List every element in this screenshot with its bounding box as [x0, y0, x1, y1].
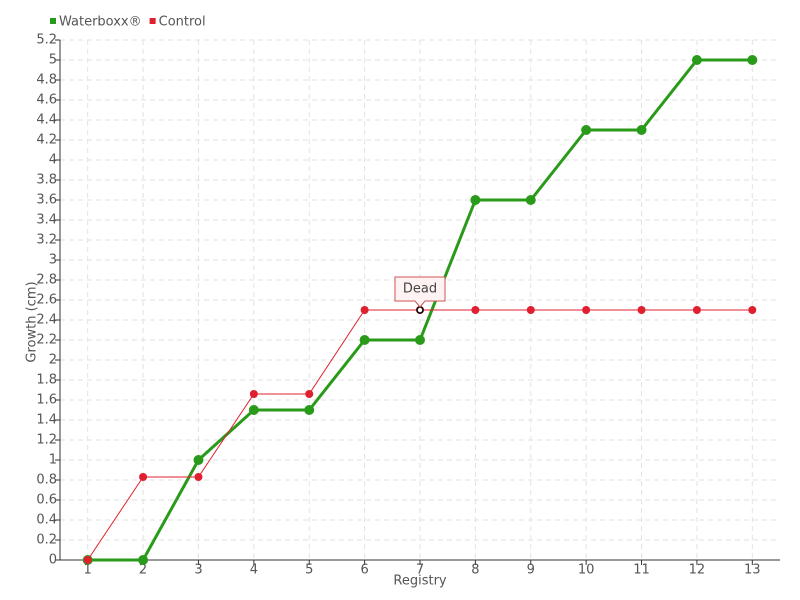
- y-tick-label: 0.2: [36, 533, 57, 548]
- y-tick-label: 2.6: [36, 293, 57, 308]
- y-tick-label: 4.6: [36, 93, 57, 108]
- y-tick-label: 3.2: [36, 233, 57, 248]
- data-point: [360, 306, 369, 314]
- legend-label: Waterboxx®: [59, 15, 142, 30]
- data-point: [692, 306, 701, 314]
- x-tick-label: 2: [139, 563, 147, 578]
- y-tick-label: 2.2: [36, 333, 57, 348]
- y-tick-label: 1.6: [36, 393, 57, 408]
- x-tick-label: 12: [689, 563, 706, 578]
- data-point: [138, 555, 149, 565]
- y-tick-label: 1.2: [36, 433, 57, 448]
- x-tick-label: 5: [305, 563, 313, 578]
- data-point: [747, 55, 758, 65]
- data-point: [305, 390, 314, 398]
- annotation-point: [416, 306, 424, 314]
- y-tick-label: 3.6: [36, 193, 57, 208]
- x-tick-label: 6: [360, 563, 368, 578]
- data-point: [249, 390, 258, 398]
- x-axis-label: Registry: [393, 574, 447, 589]
- annotation-text: Dead: [403, 282, 437, 297]
- y-tick-label: 2.4: [36, 313, 57, 328]
- data-point: [415, 335, 425, 345]
- y-tick-label: 3.8: [36, 173, 57, 188]
- x-tick-label: 1: [84, 563, 92, 578]
- legend-swatch: [50, 18, 56, 24]
- data-point: [637, 306, 646, 314]
- data-point: [471, 306, 480, 314]
- y-tick-label: 0: [49, 553, 57, 568]
- x-tick-label: 13: [744, 563, 761, 578]
- annotation-box: [394, 276, 446, 308]
- x-tick-label: 7: [416, 563, 424, 578]
- y-tick-label: 4.4: [36, 113, 57, 128]
- x-tick-label: 10: [578, 563, 595, 578]
- data-point: [691, 55, 702, 65]
- data-point: [359, 335, 370, 345]
- data-point: [193, 455, 204, 465]
- y-tick-label: 1.8: [36, 373, 57, 388]
- legend-swatch: [149, 18, 156, 24]
- y-axis-label: Growth (cm): [25, 281, 40, 362]
- data-point: [748, 306, 757, 314]
- y-tick-label: 3: [49, 253, 57, 268]
- x-tick-label: 9: [527, 563, 535, 578]
- data-point: [83, 556, 92, 564]
- data-point: [139, 473, 148, 481]
- legend-label: Control: [159, 15, 206, 30]
- y-tick-label: 0.6: [36, 493, 57, 508]
- data-point: [194, 473, 203, 481]
- x-tick-label: 4: [250, 563, 258, 578]
- y-tick-label: 0.4: [36, 513, 57, 528]
- x-tick-label: 11: [633, 563, 650, 578]
- annotation: Dead: [394, 276, 446, 308]
- y-tick-label: 1: [49, 453, 57, 468]
- data-point: [582, 306, 591, 314]
- y-tick-label: 2.8: [36, 273, 57, 288]
- data-point: [636, 125, 647, 135]
- x-tick-label: 8: [471, 563, 479, 578]
- y-tick-label: 4.2: [36, 133, 57, 148]
- y-tick-label: 3.4: [36, 213, 57, 228]
- y-tick-label: 5: [49, 53, 57, 68]
- data-point: [526, 306, 535, 314]
- data-point: [304, 405, 315, 415]
- y-tick-label: 4.8: [36, 73, 57, 88]
- y-tick-label: 2: [49, 353, 57, 368]
- y-tick-label: 5.2: [36, 33, 57, 48]
- y-tick-label: 1.4: [36, 413, 57, 428]
- y-tick-label: 4: [49, 153, 57, 168]
- data-point: [581, 125, 592, 135]
- data-point: [470, 195, 481, 205]
- data-point: [525, 195, 536, 205]
- y-tick-label: 0.8: [36, 473, 57, 488]
- data-point: [248, 405, 259, 415]
- x-tick-label: 3: [194, 563, 202, 578]
